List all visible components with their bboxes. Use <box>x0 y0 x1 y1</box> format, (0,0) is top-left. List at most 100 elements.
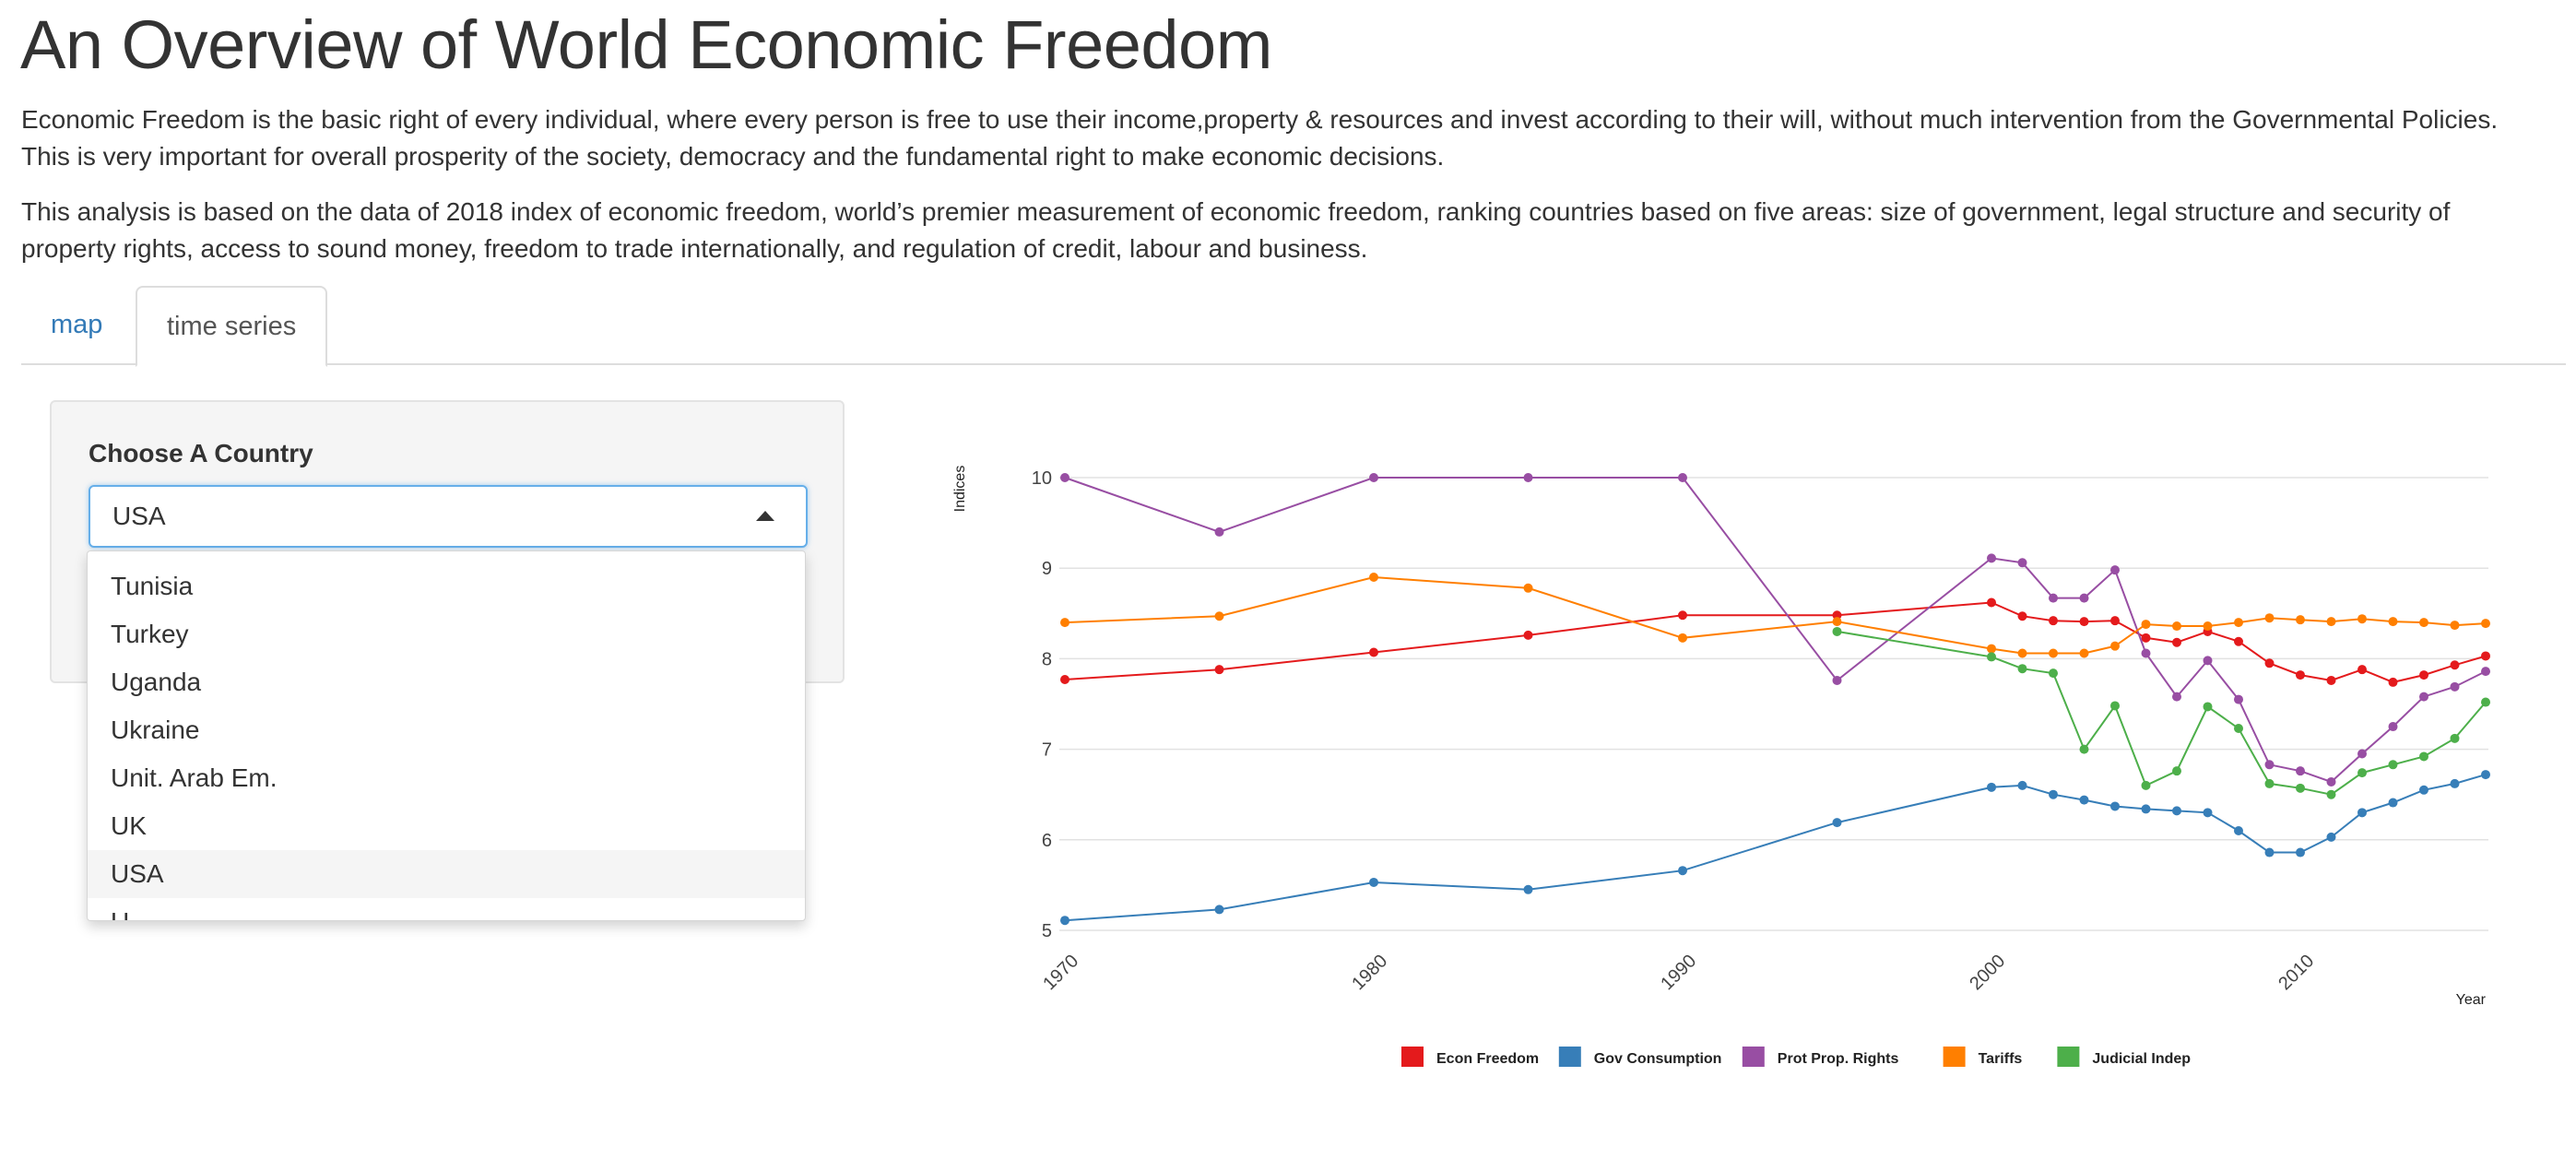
data-point <box>2049 616 2058 626</box>
data-point <box>2172 806 2181 816</box>
dropdown-option[interactable]: UK <box>111 811 147 840</box>
data-point <box>2079 617 2089 627</box>
y-tick-label: 8 <box>1042 649 1052 669</box>
data-point <box>2141 648 2151 658</box>
dropdown-option[interactable]: Unit. Arab Em. <box>111 763 278 792</box>
data-point <box>2481 619 2490 629</box>
data-point <box>2481 651 2490 661</box>
data-point <box>2172 621 2181 632</box>
data-point <box>2110 616 2120 626</box>
x-tick-label: 1970 <box>1039 951 1082 994</box>
data-point <box>2264 613 2275 623</box>
data-point <box>2419 692 2428 702</box>
x-axis-label: Year <box>2456 992 2487 1008</box>
data-point <box>2388 722 2398 732</box>
data-point <box>2264 778 2275 788</box>
data-point <box>2326 617 2336 627</box>
legend-label: Prot Prop. Rights <box>1778 1051 1899 1067</box>
series-line <box>1837 630 2487 796</box>
data-point <box>2481 770 2490 780</box>
tab-time-series[interactable]: time series <box>136 286 328 367</box>
data-point <box>2450 778 2460 788</box>
data-point <box>1369 573 1378 583</box>
legend-swatch <box>1558 1047 1581 1067</box>
data-point <box>1523 473 1533 482</box>
data-point <box>2234 636 2243 646</box>
data-point <box>1987 782 1996 792</box>
x-tick-label: 2000 <box>1966 951 2009 994</box>
series-line <box>1064 477 2487 784</box>
dropdown-option[interactable]: Turkey <box>111 620 189 648</box>
data-point <box>1523 583 1533 593</box>
y-tick-label: 10 <box>1032 468 1052 489</box>
legend-label: Gov Consumption <box>1594 1051 1722 1067</box>
country-select[interactable]: USA <box>89 485 808 548</box>
data-point <box>2450 621 2460 631</box>
dropdown-option[interactable]: Uganda <box>111 668 202 696</box>
series-line <box>1064 601 2487 683</box>
data-point <box>2234 694 2243 704</box>
data-point <box>2296 847 2305 858</box>
dropdown-option-selected[interactable]: USA <box>88 850 805 898</box>
data-point <box>2326 832 2336 842</box>
legend-swatch <box>1742 1047 1765 1067</box>
legend-label: Tariffs <box>1979 1051 2023 1067</box>
data-point <box>2110 801 2120 811</box>
data-point <box>2419 670 2428 680</box>
data-point <box>2172 637 2181 647</box>
data-point <box>2419 751 2428 762</box>
dropdown-option[interactable]: Ukraine <box>111 716 200 744</box>
data-point <box>2172 766 2181 776</box>
data-point <box>1987 553 1996 563</box>
dropdown-option[interactable]: Tunisia <box>111 572 194 600</box>
data-point <box>2326 776 2336 787</box>
data-point <box>1832 626 1842 636</box>
data-point <box>2141 804 2151 814</box>
y-tick-label: 9 <box>1042 559 1052 579</box>
data-point <box>1369 877 1378 887</box>
data-point <box>1369 647 1378 657</box>
country-select-label: Choose A Country <box>89 439 313 467</box>
tab-bar: map time series <box>21 286 2566 367</box>
data-point <box>2388 617 2398 627</box>
analysis-paragraph: This analysis is based on the data of 20… <box>21 197 2451 263</box>
data-point <box>1523 630 1533 640</box>
data-point <box>2203 702 2213 712</box>
data-point <box>2450 733 2460 743</box>
data-point <box>2110 565 2120 575</box>
data-point <box>2079 744 2089 754</box>
data-point <box>1060 473 1069 482</box>
y-tick-label: 5 <box>1042 921 1052 941</box>
data-point <box>2017 611 2027 621</box>
data-point <box>2357 665 2367 675</box>
data-point <box>2234 724 2243 734</box>
dropdown-option[interactable]: U <box>88 898 805 920</box>
data-point <box>2017 780 2027 790</box>
legend-swatch <box>1943 1047 1966 1067</box>
legend-swatch <box>2057 1047 2080 1067</box>
data-point <box>1060 618 1069 628</box>
data-point <box>1987 644 1996 654</box>
data-point <box>2357 808 2367 818</box>
data-point <box>2326 789 2336 799</box>
data-point <box>1678 633 1687 643</box>
data-point <box>1678 866 1687 876</box>
data-point <box>2172 692 2181 702</box>
data-point <box>2388 798 2398 808</box>
data-point <box>2326 675 2336 685</box>
legend-swatch <box>1401 1047 1424 1067</box>
data-point <box>1987 597 1996 608</box>
data-point <box>2357 614 2367 624</box>
intro-paragraph: Economic Freedom is the basic right of e… <box>21 105 2499 171</box>
tab-map[interactable]: map <box>51 310 103 339</box>
data-point <box>1214 611 1224 621</box>
data-point <box>1832 610 1842 621</box>
data-point <box>2110 641 2120 651</box>
data-point <box>1369 473 1378 482</box>
data-point <box>2264 760 2275 770</box>
country-dropdown[interactable]: Tunisia Turkey Uganda Ukraine Unit. Arab… <box>87 550 806 921</box>
data-point <box>2141 633 2151 643</box>
caret-up-icon[interactable] <box>756 511 774 521</box>
data-point <box>2264 658 2275 668</box>
